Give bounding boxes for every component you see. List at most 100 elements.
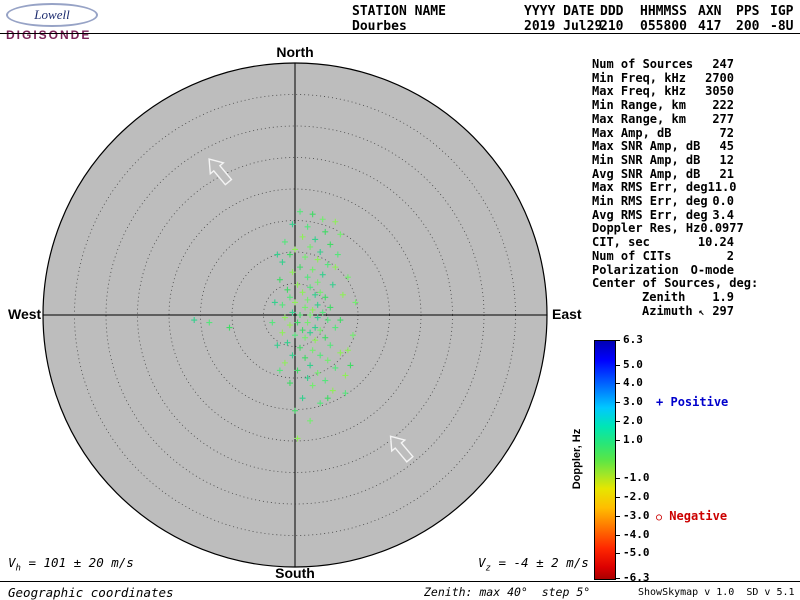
header-divider — [0, 33, 800, 34]
colorbar-tick-label: -5.0 — [623, 546, 650, 560]
stat-label: Num of Sources — [592, 57, 694, 71]
stat-row: Max Freq, kHz 3050 — [592, 85, 734, 99]
header-col-label: HHMMSS — [640, 4, 687, 19]
vz-value: = -4 ± 2 m/s — [490, 555, 589, 570]
header-col-value: 2019 Jul29 — [524, 19, 603, 34]
stat-value: 277 — [712, 111, 734, 126]
stat-value: O-mode — [690, 262, 734, 277]
colorbar-tick-mark — [616, 496, 620, 498]
stat-label: Zenith — [642, 289, 686, 304]
stat-value: 247 — [712, 57, 734, 71]
coordinates-label: Geographic coordinates — [8, 585, 174, 600]
stat-value: 0.0 — [712, 194, 734, 209]
legend-positive-label: Positive — [670, 395, 729, 409]
vh-symbol: V — [8, 555, 16, 570]
stat-row: CIT, sec 10.24 — [592, 235, 734, 250]
colorbar-tick-label: 5.0 — [623, 357, 643, 371]
header-col-label: AXN — [698, 4, 722, 19]
stat-value: 10.24 — [697, 235, 734, 250]
stat-label: Max SNR Amp, dB — [592, 139, 701, 154]
colorbar-tick-label: -6.3 — [623, 571, 650, 584]
colorbar-tick-label: 4.0 — [623, 376, 643, 390]
skymap-plot — [42, 62, 548, 568]
stat-value: 0.0977 — [700, 221, 744, 236]
colorbar-tick-mark — [616, 364, 620, 366]
colorbar-tick-mark — [616, 578, 620, 579]
stat-row: Max SNR Amp, dB 45 — [592, 140, 734, 154]
stat-value: 1.9 — [712, 289, 734, 304]
stat-label: Max Amp, dB — [592, 125, 672, 140]
stat-label: Avg SNR Amp, dB — [592, 166, 701, 181]
colorbar-tick-mark — [616, 534, 620, 536]
stat-value: 21 — [719, 166, 734, 181]
header-col-label: YYYY DATE — [524, 4, 595, 19]
colorbar-tick-label: -1.0 — [623, 470, 650, 484]
colorbar-tick-mark — [616, 421, 620, 423]
stat-row: Min SNR Amp, dB 12 — [592, 152, 734, 168]
stat-row: Min Range, km 222 — [592, 98, 734, 113]
stat-label: Min SNR Amp, dB — [592, 152, 701, 167]
header-col-igp: IGP -8U — [770, 5, 800, 34]
stat-row: Avg SNR Amp, dB 21 — [592, 166, 734, 182]
doppler-colorbar — [594, 340, 616, 580]
compass-north-label: North — [276, 44, 314, 60]
stat-label: Max Range, km — [592, 111, 686, 126]
vh-subscript: h — [15, 563, 21, 574]
stat-value: 2700 — [705, 70, 734, 85]
stat-row: Min Freq, kHz 2700 — [592, 70, 734, 86]
stat-value: 2 — [726, 248, 734, 263]
header-col-value: 210 — [600, 19, 624, 34]
stat-label: Min Range, km — [592, 98, 686, 113]
logo-oval-icon: Lowell — [6, 3, 98, 27]
stat-label: Doppler Res, Hz — [592, 221, 701, 236]
colorbar-tick-mark — [616, 402, 620, 404]
header-col-label: IGP — [770, 4, 794, 19]
header-col-yyyy-date: YYYY DATE 2019 Jul29 — [524, 4, 603, 34]
stat-value: 11.0 — [707, 180, 737, 195]
stat-label: Azimuth ↖ — [642, 303, 705, 318]
legend-negative: ○ Negative — [656, 509, 727, 523]
header-col-value: 200 — [736, 19, 760, 34]
stat-value: 72 — [719, 125, 734, 140]
drift-direction-arrow-icon — [389, 435, 414, 463]
header-fields: STATION NAME Dourbes YYYY DATE 2019 Jul29 DD… — [352, 5, 800, 34]
header-col-ddd: DDD 210 — [600, 5, 640, 34]
stat-label: Polarization — [592, 262, 679, 277]
stat-row: Num of CITs 2 — [592, 248, 734, 264]
colorbar-ticks: 6.3 5.0 4.0 3.0 2.0 1.0 -1.0 -2.0 -3.0 -4.0 -5.0 -6… — [594, 334, 664, 584]
stat-value: 3050 — [705, 84, 734, 99]
circle-marker-icon: ○ — [656, 512, 663, 523]
stat-row: Center of Sources, deg: — [592, 277, 758, 291]
stat-row: Max Amp, dB 72 — [592, 125, 734, 141]
stat-label: Center of Sources, deg: — [592, 276, 759, 291]
lowell-digisonde-logo: Lowell DIGISONDE — [6, 3, 126, 42]
stat-row: Num of Sources 247 — [592, 57, 734, 72]
stat-label: Min Freq, kHz — [592, 70, 686, 85]
header-col-station-name: STATION NAME Dourbes — [352, 5, 524, 34]
stat-value: 297 — [712, 303, 734, 318]
stat-value: 12 — [719, 152, 734, 167]
vh-value: = 101 ± 20 m/s — [20, 555, 134, 570]
source-points — [191, 208, 359, 442]
colorbar-tick-mark — [616, 553, 620, 555]
horizontal-velocity-label: Vh = 101 ± 20 m/s — [8, 555, 134, 574]
header-col-value: 417 — [698, 19, 722, 34]
header-col-label: STATION NAME — [352, 4, 446, 19]
header-col-hhmmss: HHMMSS 055800 — [640, 5, 698, 34]
zenith-settings-label: Zenith: max 40° step 5° — [424, 585, 591, 599]
colorbar-tick-label: 1.0 — [623, 433, 643, 447]
drift-direction-arrow-icon — [208, 158, 233, 186]
stat-label: Num of CITs — [592, 248, 672, 263]
stat-row: Azimuth ↖ 297 — [592, 303, 734, 320]
version-label: ShowSkymap v 1.0 SD v 5.1 — [638, 587, 795, 598]
stat-row: Min RMS Err, deg 0.0 — [592, 194, 734, 209]
stat-label: Avg RMS Err, deg — [592, 207, 708, 222]
stat-row: Polarization O-mode — [592, 262, 734, 278]
colorbar-tick-label: -3.0 — [623, 508, 650, 522]
header-col-label: PPS — [736, 4, 760, 19]
compass-west-label: West — [8, 306, 42, 322]
colorbar-tick-mark — [616, 515, 620, 517]
stat-row: Max RMS Err, deg 11.0 — [592, 180, 737, 195]
colorbar-tick-label: 2.0 — [623, 414, 643, 428]
